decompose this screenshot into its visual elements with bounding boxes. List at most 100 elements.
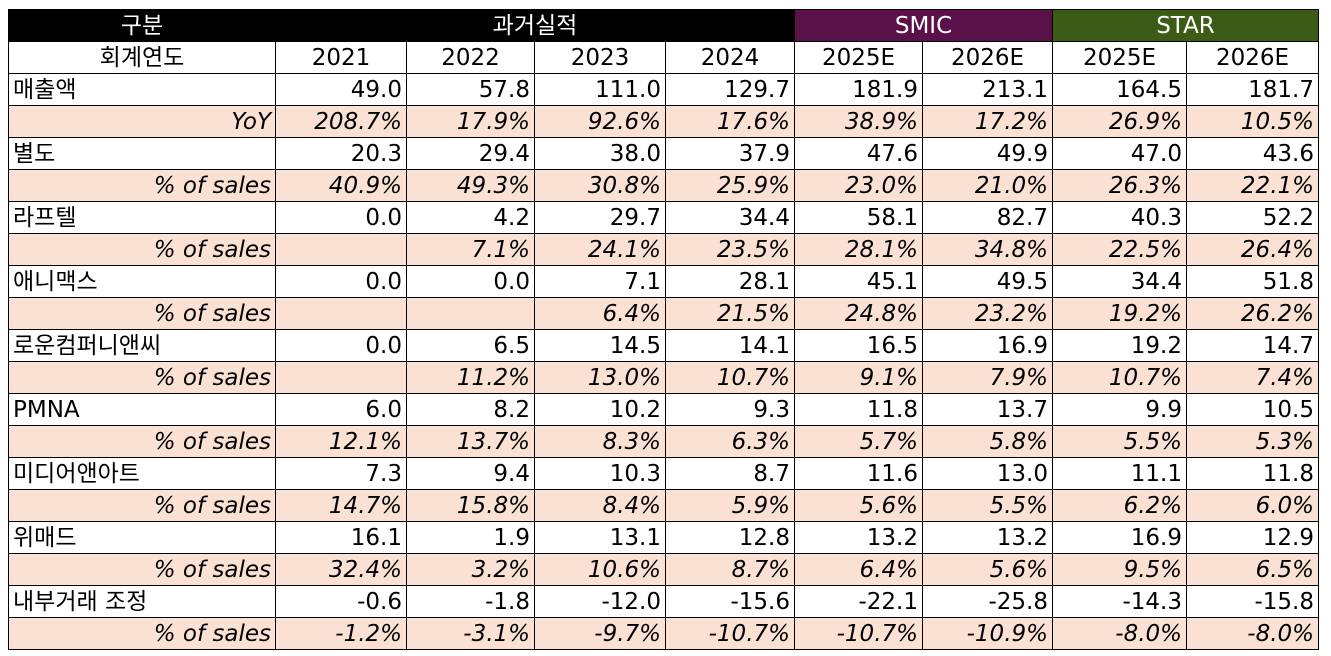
value-cell: 57.8: [406, 73, 535, 106]
fiscal-year-label: 회계연도: [8, 41, 276, 74]
ratio-cell: 22.5%: [1052, 233, 1187, 266]
value-cell: 49.5: [922, 265, 1053, 298]
ratio-cell: 13.0%: [534, 361, 666, 394]
value-cell: -1.8: [406, 585, 535, 618]
group-star: STAR: [1052, 9, 1319, 42]
ratio-cell: 6.0%: [1186, 489, 1319, 522]
ratio-label: % of sales: [8, 489, 276, 522]
value-cell: 16.5: [794, 329, 923, 362]
year-header: 2026E: [922, 41, 1053, 74]
table-body: 매출액 49.0 57.8 111.0 129.7 181.9 213.1 164.5 181.…: [8, 73, 1319, 650]
ratio-cell: 7.4%: [1186, 361, 1319, 394]
value-cell: 0.0: [275, 265, 407, 298]
ratio-cell: -10.7%: [665, 617, 795, 650]
value-cell: 181.7: [1186, 73, 1319, 106]
value-cell: 49.9: [922, 137, 1053, 170]
ratio-label: % of sales: [8, 233, 276, 266]
value-cell: 6.5: [406, 329, 535, 362]
ratio-cell: 5.6%: [794, 489, 923, 522]
value-cell: 82.7: [922, 201, 1053, 234]
ratio-cell: 17.2%: [922, 105, 1053, 138]
value-cell: 47.6: [794, 137, 923, 170]
value-cell: 10.5: [1186, 393, 1319, 426]
value-cell: 13.0: [922, 457, 1053, 490]
ratio-cell: 23.2%: [922, 297, 1053, 330]
ratio-cell: 21.0%: [922, 169, 1053, 202]
ratio-cell: 22.1%: [1186, 169, 1319, 202]
ratio-cell: 23.0%: [794, 169, 923, 202]
ratio-label: YoY: [8, 105, 276, 138]
year-header-row: 회계연도 2021 2022 2023 2024 2025E 2026E 202…: [8, 41, 1319, 74]
ratio-cell: 7.1%: [406, 233, 535, 266]
value-cell: 1.9: [406, 521, 535, 554]
ratio-cell: 6.4%: [534, 297, 666, 330]
row-label: 매출액: [8, 73, 276, 106]
value-row: 라프텔 0.0 4.2 29.7 34.4 58.1 82.7 40.3 52.2: [8, 201, 1319, 234]
ratio-cell: 10.7%: [665, 361, 795, 394]
ratio-cell: 92.6%: [534, 105, 666, 138]
year-header: 2026E: [1186, 41, 1319, 74]
ratio-cell: [275, 297, 407, 330]
value-cell: -15.8: [1186, 585, 1319, 618]
value-row: 로운컴퍼니앤씨 0.0 6.5 14.5 14.1 16.5 16.9 19.2 14.7: [8, 329, 1319, 362]
group-label-cell: 구분: [8, 9, 276, 42]
year-header: 2024: [665, 41, 795, 74]
value-cell: 12.8: [665, 521, 795, 554]
value-cell: 45.1: [794, 265, 923, 298]
ratio-cell: 10.5%: [1186, 105, 1319, 138]
value-cell: 0.0: [275, 201, 407, 234]
value-cell: 34.4: [1052, 265, 1187, 298]
value-cell: 9.3: [665, 393, 795, 426]
value-cell: 9.9: [1052, 393, 1187, 426]
value-cell: -12.0: [534, 585, 666, 618]
group-past-results: 과거실적: [275, 9, 795, 42]
ratio-cell: 6.3%: [665, 425, 795, 458]
value-cell: -14.3: [1052, 585, 1187, 618]
value-cell: 9.4: [406, 457, 535, 490]
ratio-cell: 17.6%: [665, 105, 795, 138]
ratio-cell: 28.1%: [794, 233, 923, 266]
value-cell: -25.8: [922, 585, 1053, 618]
ratio-label: % of sales: [8, 297, 276, 330]
ratio-row: % of sales 7.1% 24.1% 23.5% 28.1% 34.8% 22.5% 2…: [8, 233, 1319, 266]
value-cell: 58.1: [794, 201, 923, 234]
value-row: 애니맥스 0.0 0.0 7.1 28.1 45.1 49.5 34.4 51.8: [8, 265, 1319, 298]
ratio-cell: -8.0%: [1052, 617, 1187, 650]
ratio-cell: 24.1%: [534, 233, 666, 266]
ratio-cell: 23.5%: [665, 233, 795, 266]
value-row: PMNA 6.0 8.2 10.2 9.3 11.8 13.7 9.9 10.5: [8, 393, 1319, 426]
value-cell: 16.9: [922, 329, 1053, 362]
value-cell: 14.1: [665, 329, 795, 362]
ratio-cell: 26.3%: [1052, 169, 1187, 202]
ratio-cell: 5.7%: [794, 425, 923, 458]
value-cell: 28.1: [665, 265, 795, 298]
ratio-cell: [275, 361, 407, 394]
value-cell: 14.7: [1186, 329, 1319, 362]
value-row: 내부거래 조정 -0.6 -1.8 -12.0 -15.6 -22.1 -25.8 -14.3…: [8, 585, 1319, 618]
value-cell: 11.6: [794, 457, 923, 490]
row-label: 애니맥스: [8, 265, 276, 298]
value-cell: 13.7: [922, 393, 1053, 426]
ratio-cell: 9.1%: [794, 361, 923, 394]
row-label: PMNA: [8, 393, 276, 426]
value-cell: 52.2: [1186, 201, 1319, 234]
ratio-row: % of sales 11.2% 13.0% 10.7% 9.1% 7.9% 10.7% 7.…: [8, 361, 1319, 394]
row-label: 라프텔: [8, 201, 276, 234]
year-header: 2025E: [1052, 41, 1187, 74]
ratio-cell: -3.1%: [406, 617, 535, 650]
ratio-cell: -8.0%: [1186, 617, 1319, 650]
value-cell: 16.9: [1052, 521, 1187, 554]
value-cell: 13.1: [534, 521, 666, 554]
value-row: 위매드 16.1 1.9 13.1 12.8 13.2 13.2 16.9 12.9: [8, 521, 1319, 554]
ratio-label: % of sales: [8, 169, 276, 202]
ratio-cell: 25.9%: [665, 169, 795, 202]
value-cell: 181.9: [794, 73, 923, 106]
ratio-cell: 26.4%: [1186, 233, 1319, 266]
value-row: 매출액 49.0 57.8 111.0 129.7 181.9 213.1 164.5 181.…: [8, 73, 1319, 106]
year-header: 2022: [406, 41, 535, 74]
ratio-label: % of sales: [8, 361, 276, 394]
ratio-label: % of sales: [8, 425, 276, 458]
ratio-cell: -10.7%: [794, 617, 923, 650]
ratio-cell: 208.7%: [275, 105, 407, 138]
ratio-cell: 26.2%: [1186, 297, 1319, 330]
